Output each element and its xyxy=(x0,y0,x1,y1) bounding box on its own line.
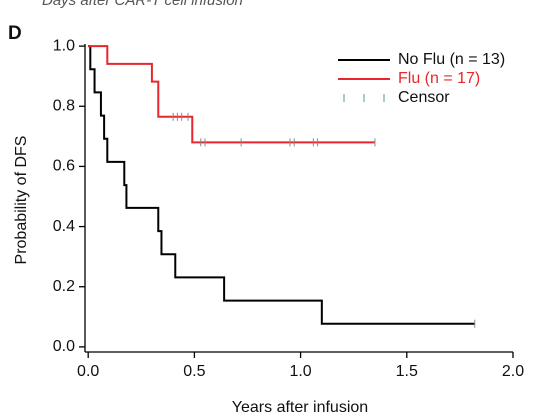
panel-label: D xyxy=(8,23,22,44)
x-axis-label: Years after infusion xyxy=(232,399,368,416)
y-tick-label: 0.8 xyxy=(53,97,75,114)
y-axis-label: Probability of DFS xyxy=(13,136,30,265)
legend-label: No Flu (n = 13) xyxy=(398,51,505,68)
y-tick-label: 0.2 xyxy=(53,278,75,295)
x-tick-label: 0.0 xyxy=(77,363,99,380)
x-tick-label: 0.5 xyxy=(183,363,205,380)
y-tick-label: 0.0 xyxy=(53,338,75,355)
survival-curve xyxy=(88,45,475,325)
y-tick-label: 1.0 xyxy=(53,37,75,54)
survival-curve xyxy=(88,45,375,144)
legend-label: Flu (n = 17) xyxy=(398,70,480,87)
x-tick-label: 1.0 xyxy=(289,363,311,380)
y-tick-label: 0.6 xyxy=(53,158,75,175)
y-tick-label: 0.4 xyxy=(53,218,75,235)
legend-label: Censor xyxy=(398,89,450,106)
x-tick-label: 1.5 xyxy=(396,363,418,380)
x-tick-label: 2.0 xyxy=(502,363,524,380)
top-text: Days after CAR-T cell infusion xyxy=(42,0,243,9)
